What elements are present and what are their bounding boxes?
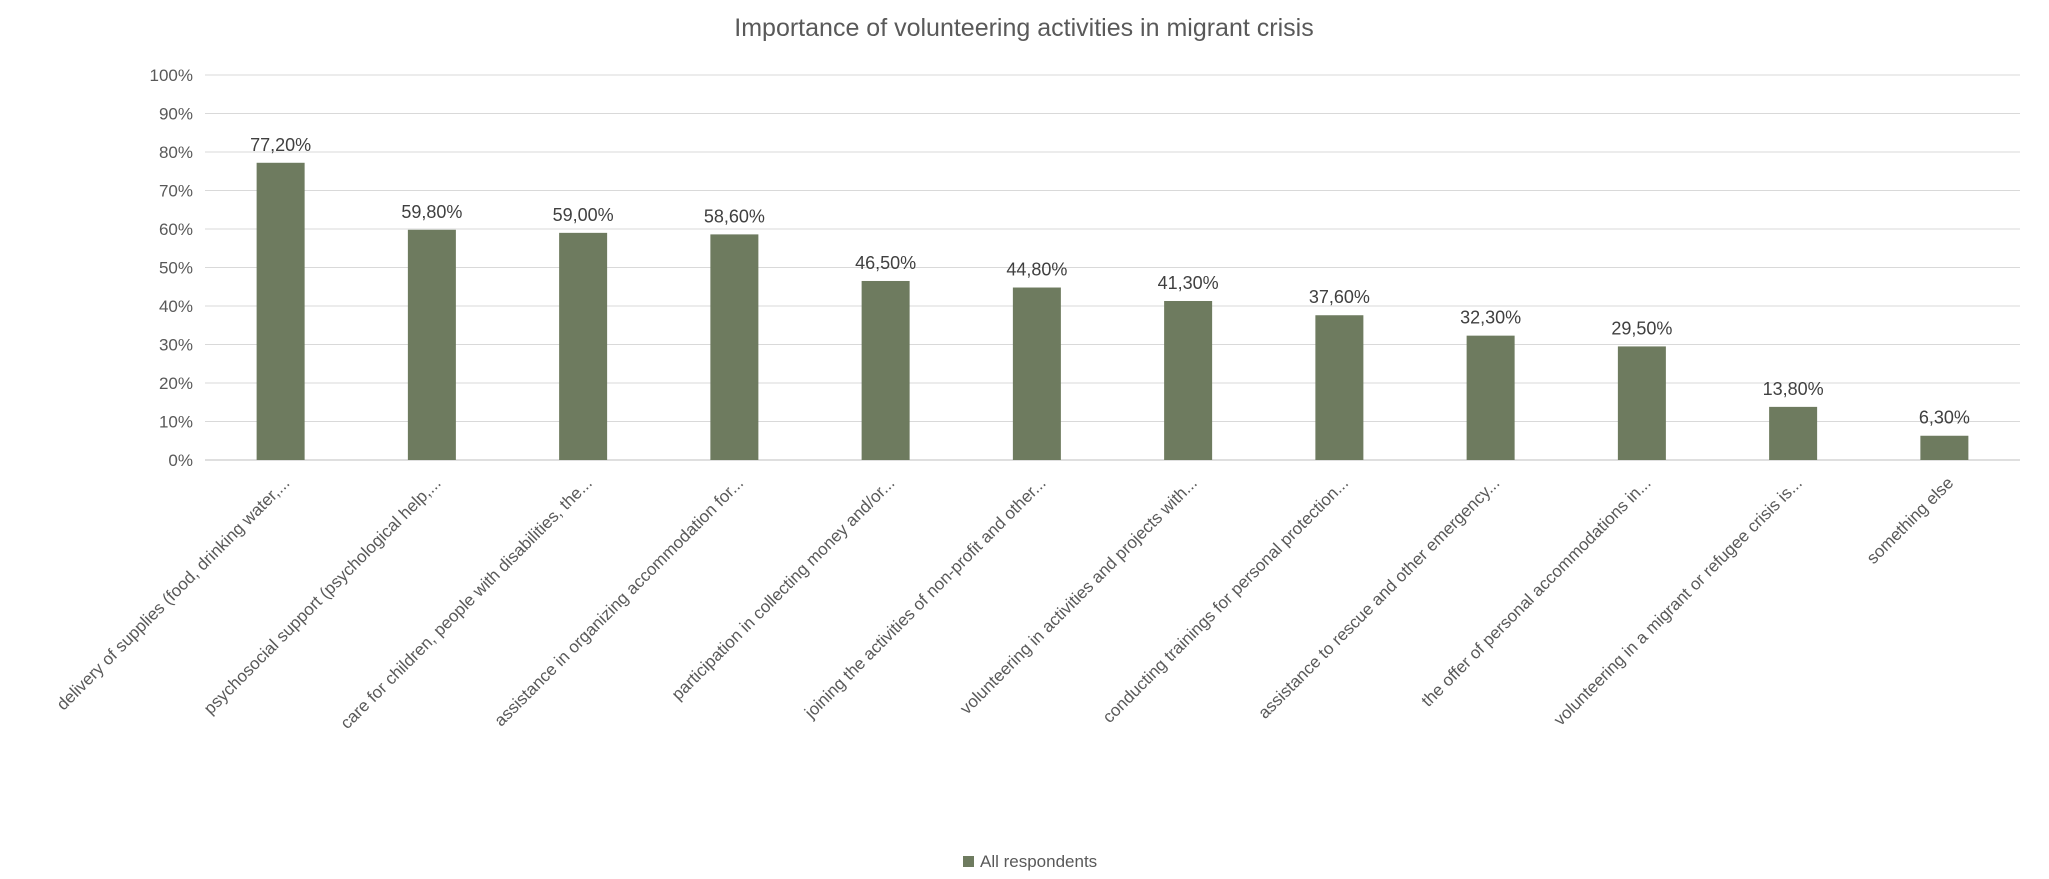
category-label: care for children, people with disabilit… [337,473,596,732]
y-tick-label: 70% [159,182,193,201]
x-axis-category-labels: delivery of supplies (food, drinking wat… [53,473,1957,732]
bar [407,229,456,460]
category-label: conducting trainings for personal protec… [1099,473,1352,726]
data-label: 58,60% [704,206,765,226]
y-tick-label: 40% [159,297,193,316]
chart-title: Importance of volunteering activities in… [734,14,1313,42]
data-label: 32,30% [1460,308,1521,328]
category-label: something else [1863,473,1957,567]
data-labels: 77,20% 59,80% 59,00% 58,60% 46,50% 44,80% 41,3… [250,135,1970,428]
bar [1164,300,1213,460]
legend: All respondents [963,852,1097,871]
bar [1617,346,1666,460]
bar [1012,287,1061,460]
y-tick-label: 50% [159,259,193,278]
data-label: 44,80% [1006,260,1067,280]
y-tick-label: 100% [150,66,193,85]
bar [710,234,759,460]
y-tick-label: 0% [168,451,193,470]
y-tick-label: 30% [159,336,193,355]
data-label: 59,00% [553,205,614,225]
y-axis-tick-labels: 0% 10% 20% 30% 40% 50% 60% 70% 80% 90% 100% [150,66,193,470]
category-label: assistance in organizing accommodation f… [491,473,748,730]
data-label: 6,30% [1919,408,1970,428]
y-tick-label: 10% [159,413,193,432]
bar [1315,315,1364,460]
category-label: delivery of supplies (food, drinking wat… [53,473,294,714]
y-tick-label: 60% [159,220,193,239]
bar [256,162,305,460]
category-label: volunteering in activities and projects … [956,473,1201,718]
legend-swatch [963,856,974,867]
data-label: 37,60% [1309,287,1370,307]
data-label: 59,80% [401,202,462,222]
data-label: 46,50% [855,253,916,273]
bar [1466,335,1515,460]
category-label: psychosocial support (psychological help… [200,473,445,718]
gridlines [205,74,2020,461]
category-label: volunteering in a migrant or refugee cri… [1550,473,1806,729]
data-label: 77,20% [250,135,311,155]
y-tick-label: 90% [159,105,193,124]
bar [1920,435,1969,460]
category-label: joining the activities of non-profit and… [800,473,1049,722]
data-label: 41,30% [1158,273,1219,293]
data-label: 29,50% [1611,318,1672,338]
bar [1769,406,1818,460]
y-tick-label: 20% [159,374,193,393]
bar [861,280,910,460]
legend-label: All respondents [980,852,1097,871]
data-label: 13,80% [1763,379,1824,399]
y-tick-label: 80% [159,143,193,162]
category-label: assistance to rescue and other emergency… [1254,473,1503,722]
bar [559,232,608,460]
bars [256,162,1969,460]
